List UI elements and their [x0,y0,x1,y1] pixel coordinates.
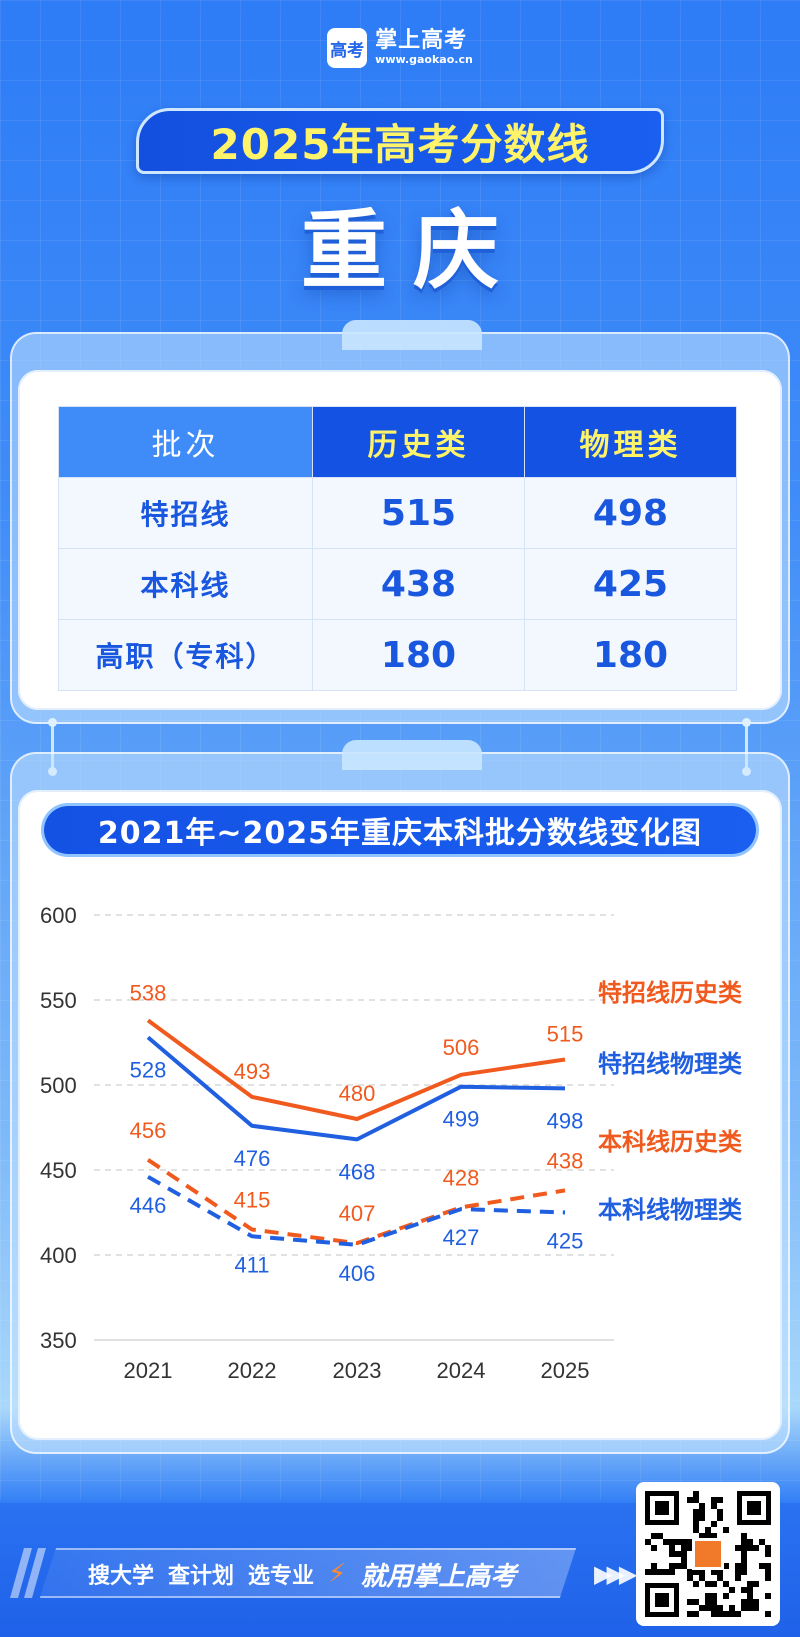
data-label: 506 [443,1035,480,1060]
brand-header: 高考 掌上高考 www.gaokao.cn [0,28,800,68]
physics-score: 180 [524,619,737,691]
y-tick-label: 450 [40,1158,77,1183]
y-tick-label: 400 [40,1243,77,1268]
brand-url: www.gaokao.cn [375,53,473,66]
x-tick-label: 2025 [541,1358,590,1383]
page-title-banner: 2025年高考分数线 [136,108,664,174]
bolt-icon: ⚡ [328,1559,347,1589]
y-tick-label: 550 [40,988,77,1013]
x-tick-label: 2022 [228,1358,277,1383]
table-header-row: 批次 历史类 物理类 [58,406,737,478]
physics-score: 498 [524,477,737,549]
card-tab [342,320,482,350]
x-tick-label: 2024 [437,1358,486,1383]
data-label: 446 [130,1193,167,1218]
double-arrow-icon: ▶▶▶ [594,1560,637,1588]
physics-score: 425 [524,548,737,620]
data-label: 411 [234,1252,269,1277]
legend-entry: 本科线物理类 [598,1196,743,1224]
card-tab [342,740,482,770]
data-label: 498 [547,1108,584,1133]
data-label: 456 [130,1118,167,1143]
table-row: 本科线 438 425 [58,548,737,620]
legend-entry: 特招线历史类 [598,979,743,1007]
history-score: 180 [312,619,525,691]
y-tick-label: 500 [40,1073,77,1098]
data-label: 438 [547,1148,584,1173]
slogan-check-plan: 查计划 [168,1564,235,1589]
data-label: 425 [547,1229,584,1254]
stripes-decoration [10,1548,46,1598]
table-row: 高职（专科） 180 180 [58,619,737,691]
series-line [147,1175,566,1247]
y-tick-label: 600 [40,903,77,928]
table-row: 特招线 515 498 [58,477,737,549]
chart-title: 2021年~2025年重庆本科批分数线变化图 [97,816,703,851]
history-score: 515 [312,477,525,549]
data-label: 406 [339,1261,376,1286]
brand-logo: 高考 [327,28,368,68]
brand-name: 掌上高考 [375,28,468,53]
series-line [146,1018,566,1121]
data-label: 480 [339,1081,376,1106]
legend-entry: 特招线物理类 [598,1050,743,1078]
slogan: 搜大学 查计划 选专业 ⚡ 就用掌上高考 [88,1556,516,1592]
data-label: 493 [234,1059,271,1084]
data-label: 428 [443,1165,480,1190]
slogan-search-university: 搜大学 [88,1564,155,1589]
header-physics: 物理类 [524,406,737,478]
row-name: 特招线 [58,477,313,549]
data-label: 528 [130,1057,167,1082]
row-name: 本科线 [58,548,313,620]
data-label: 468 [339,1159,376,1184]
legend-entry: 本科线历史类 [598,1128,743,1156]
x-tick-label: 2023 [333,1358,382,1383]
slogan-choose-major: 选专业 [248,1564,315,1589]
row-name: 高职（专科） [58,619,313,691]
header-batch: 批次 [58,406,313,478]
data-label: 515 [547,1022,584,1047]
line-chart: 600 550 500 450 400 350 2021 2022 2023 2024 2025 53… [40,903,743,1383]
x-tick-label: 2021 [124,1358,173,1383]
series-line [146,1035,566,1142]
y-tick-label: 350 [40,1328,77,1353]
data-label: 476 [234,1146,271,1171]
data-label: 407 [339,1201,376,1226]
series-line [146,1158,566,1246]
chart-panel [18,790,782,1440]
page-title: 2025年高考分数线 [210,119,590,169]
data-label: 538 [130,980,167,1005]
main-slogan: 就用掌上高考 [360,1561,517,1592]
data-label: 499 [443,1107,480,1132]
header-history: 历史类 [312,406,525,478]
city-name: 重庆 [301,201,525,301]
score-table: 批次 历史类 物理类 特招线 515 498 本科线 438 425 高职（专科… [58,406,737,691]
history-score: 438 [312,548,525,620]
data-label: 415 [234,1188,271,1213]
qr-code-icon[interactable] [636,1482,780,1626]
chart-title-banner: 2021年~2025年重庆本科批分数线变化图 [44,806,756,854]
data-label: 427 [443,1225,480,1250]
